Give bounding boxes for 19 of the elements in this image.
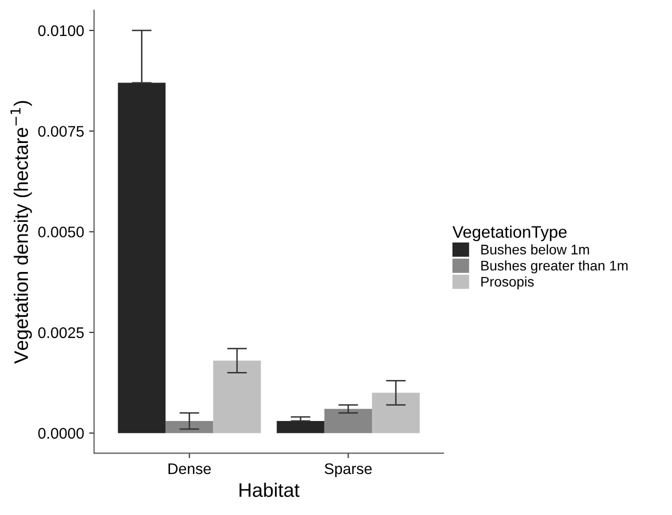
bar xyxy=(372,392,420,434)
y-tick-label: 0.0025 xyxy=(38,327,84,338)
x-tick-label: Sparse xyxy=(324,463,372,478)
x-axis-title: Habitat xyxy=(240,482,300,497)
y-tick-label: 0.0100 xyxy=(38,25,84,36)
bar xyxy=(166,420,214,434)
legend-title: VegetationType xyxy=(452,226,567,242)
y-tick-label: 0.0050 xyxy=(38,226,84,238)
legend-label: Bushes below 1m xyxy=(481,244,589,254)
x-tick-label: Dense xyxy=(168,463,211,474)
y-tick-label: 0.0000 xyxy=(38,428,84,439)
bar xyxy=(213,360,261,434)
y-tick-label: 0.0075 xyxy=(38,126,84,137)
legend-label: Prosopis xyxy=(481,276,534,290)
y-axis-title: Vegetation density (hectare$^{−1}$) xyxy=(10,101,32,364)
bar xyxy=(118,82,166,434)
legend-label: Bushes greater than 1m xyxy=(481,260,628,274)
bar xyxy=(276,420,324,434)
bar xyxy=(324,408,372,434)
